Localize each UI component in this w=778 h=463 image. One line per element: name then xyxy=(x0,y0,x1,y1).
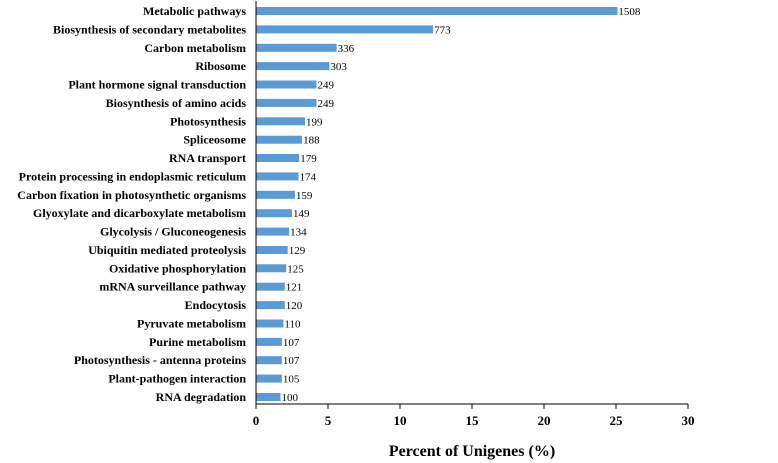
bar xyxy=(256,374,282,383)
data-label: 100 xyxy=(282,392,299,404)
x-axis-ticks: 0 5 10 15 20 25 30 xyxy=(253,404,695,428)
bar xyxy=(256,43,337,52)
data-label: 125 xyxy=(287,263,304,275)
bar xyxy=(256,154,300,162)
data-label: 1508 xyxy=(618,6,641,18)
category-label: Photosynthesis xyxy=(170,114,246,128)
data-label: 121 xyxy=(286,282,303,294)
category-label: Biosynthesis of secondary metabolites xyxy=(53,22,246,36)
data-label: 159 xyxy=(296,190,313,202)
data-label: 105 xyxy=(283,374,300,386)
category-label: Endocytosis xyxy=(185,298,247,312)
data-label: 179 xyxy=(300,153,317,165)
bar xyxy=(256,337,282,346)
category-label: Plant-pathogen interaction xyxy=(108,372,246,386)
bars-group xyxy=(256,7,618,401)
x-tick-label: 10 xyxy=(394,413,407,428)
data-label: 199 xyxy=(306,116,323,128)
bar xyxy=(256,80,317,89)
data-label: 174 xyxy=(300,171,317,183)
category-label: Spliceosome xyxy=(183,133,246,147)
data-label: 773 xyxy=(434,24,451,36)
category-label: RNA transport xyxy=(169,151,246,165)
data-label: 249 xyxy=(318,80,335,92)
data-label: 303 xyxy=(330,61,347,73)
category-label: Carbon metabolism xyxy=(144,41,246,55)
category-label: Purine metabolism xyxy=(149,335,246,349)
category-label: Ribosome xyxy=(195,59,246,73)
category-label: Metabolic pathways xyxy=(143,4,246,18)
data-label: 107 xyxy=(283,337,300,349)
bar xyxy=(256,264,287,273)
category-label: Protein processing in endoplasmic reticu… xyxy=(19,169,246,183)
category-labels: Metabolic pathways Biosynthesis of second… xyxy=(17,4,246,404)
bar xyxy=(256,172,299,181)
bar xyxy=(256,117,305,126)
data-label: 134 xyxy=(290,227,307,239)
value-labels: 1508 773 336 303 249 249 199 188 179 174 159 149 134… xyxy=(282,6,641,404)
data-label: 120 xyxy=(286,300,303,312)
x-tick-label: 30 xyxy=(682,413,695,428)
bar xyxy=(256,98,317,107)
x-tick-label: 25 xyxy=(610,413,624,428)
bar xyxy=(256,301,285,310)
category-label: Biosynthesis of amino acids xyxy=(106,96,247,110)
bar xyxy=(256,356,282,365)
category-label: Ubiquitin mediated proteolysis xyxy=(88,243,246,257)
bar xyxy=(256,62,330,71)
category-label: Carbon fixation in photosynthetic organi… xyxy=(17,188,246,202)
x-tick-label: 15 xyxy=(466,413,480,428)
data-label: 107 xyxy=(283,355,300,367)
x-tick-label: 20 xyxy=(538,413,551,428)
x-axis-title: Percent of Unigenes (%) xyxy=(389,443,555,460)
bar xyxy=(256,25,434,34)
bar xyxy=(256,393,281,401)
category-label: Glyoxylate and dicarboxylate metabolism xyxy=(33,206,246,220)
data-label: 336 xyxy=(338,43,355,55)
data-label: 249 xyxy=(318,98,335,110)
category-label: Glycolysis / Gluconeogenesis xyxy=(100,225,246,239)
bar xyxy=(256,227,290,236)
bar xyxy=(256,209,292,218)
category-label: mRNA surveillance pathway xyxy=(99,280,246,294)
x-tick-label: 0 xyxy=(253,413,260,428)
category-label: Pyruvate metabolism xyxy=(137,317,246,331)
category-label: Photosynthesis - antenna proteins xyxy=(74,353,246,367)
bar xyxy=(256,282,285,291)
data-label: 110 xyxy=(284,319,301,331)
data-label: 149 xyxy=(293,208,310,220)
data-label: 129 xyxy=(289,245,306,257)
data-label: 188 xyxy=(303,135,320,147)
bar xyxy=(256,135,303,144)
bar xyxy=(256,246,288,254)
category-label: Plant hormone signal transduction xyxy=(68,78,246,92)
bar xyxy=(256,319,284,328)
category-label: Oxidative phosphorylation xyxy=(109,261,246,275)
category-label: RNA degradation xyxy=(156,390,247,404)
bar xyxy=(256,190,295,199)
x-tick-label: 5 xyxy=(325,413,332,428)
bar xyxy=(256,7,618,15)
